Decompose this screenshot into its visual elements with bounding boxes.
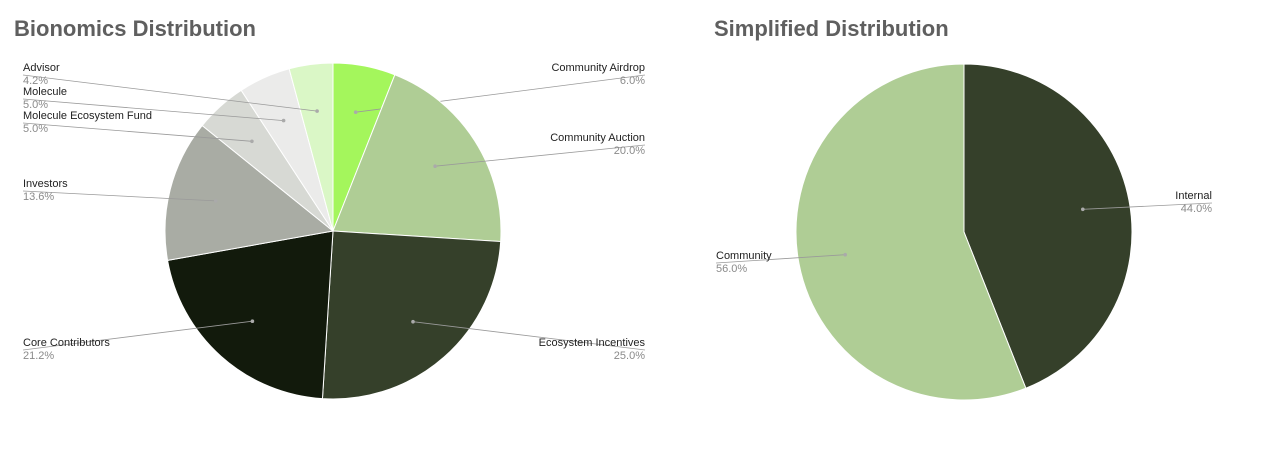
leader-dot-advisor [315, 109, 319, 113]
leader-dot-molecule [281, 118, 286, 123]
leader-line-internal [1082, 202, 1213, 210]
slice-label-advisor: Advisor [23, 62, 60, 74]
chart-title-simplified: Simplified Distribution [714, 16, 949, 41]
slice-value-ecosystem-incentives: 25.0% [614, 350, 645, 362]
leader-line-community-auction [435, 144, 646, 167]
leader-line-molecule [22, 98, 284, 121]
leader-dot-community [843, 252, 847, 257]
leader-line-ecosystem-incentives [412, 321, 646, 351]
slice-label-ecosystem-incentives: Ecosystem Incentives [539, 337, 646, 349]
slice-label-community-airdrop: Community Airdrop [551, 62, 645, 74]
slice-value-community-auction: 20.0% [614, 145, 645, 157]
slice-label-internal: Internal [1175, 190, 1212, 202]
leader-line-community [715, 254, 846, 264]
slice-value-molecule: 5.0% [23, 99, 48, 111]
pie-slice-community-auction [332, 74, 502, 243]
chart-title-bionomics: Bionomics Distribution [14, 16, 256, 41]
slice-label-core-contributors: Core Contributors [23, 337, 110, 349]
slice-value-investors: 13.6% [23, 191, 54, 203]
leader-line-advisor [22, 74, 318, 112]
leader-line-core-contributors [22, 320, 253, 351]
pie-slice-investors [164, 124, 335, 261]
leader-line-molecule-ecosystem-fund [22, 122, 252, 142]
slice-value-community-airdrop: 6.0% [620, 75, 645, 87]
slice-label-investors: Investors [23, 178, 68, 190]
slice-value-community: 56.0% [716, 263, 747, 275]
leader-dot-molecule-ecosystem-fund [250, 139, 254, 144]
slice-label-community-auction: Community Auction [550, 132, 645, 144]
slice-value-internal: 44.0% [1181, 203, 1212, 215]
pie-slice-ecosystem-incentives [321, 230, 502, 400]
leader-dot-community-auction [433, 164, 437, 168]
slice-value-advisor: 4.2% [23, 75, 48, 87]
slice-label-molecule: Molecule [23, 86, 67, 98]
pie-slice-core-contributors [167, 230, 334, 400]
pie-slice-advisor [288, 62, 334, 232]
leader-dot-internal [1081, 207, 1085, 212]
slice-value-core-contributors: 21.2% [23, 350, 54, 362]
pie-slice-community [795, 63, 1027, 401]
leader-line-investors [22, 190, 216, 202]
leader-dot-community-airdrop [353, 110, 358, 114]
slice-value-molecule-ecosystem-fund: 5.0% [23, 123, 48, 135]
leader-dot-ecosystem-incentives [411, 319, 415, 324]
pie-slice-internal [963, 63, 1133, 389]
slice-label-community: Community [716, 250, 772, 262]
leader-dot-investors [214, 199, 218, 203]
leader-dot-core-contributors [250, 319, 255, 324]
slice-label-molecule-ecosystem-fund: Molecule Ecosystem Fund [23, 110, 152, 122]
